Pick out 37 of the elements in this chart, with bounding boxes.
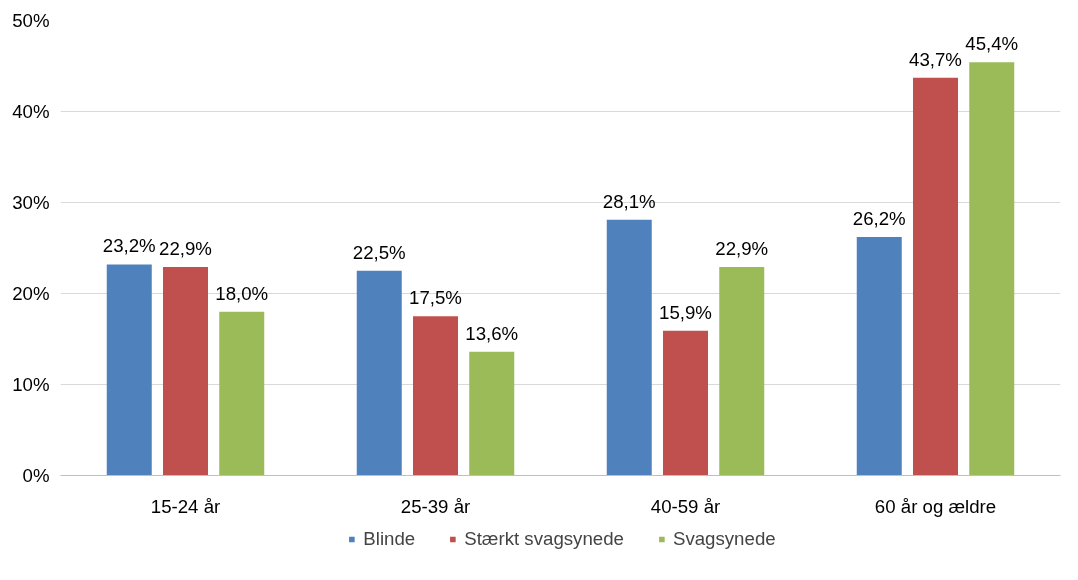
x-tick-label: 25-39 år bbox=[400, 495, 471, 517]
bar bbox=[969, 62, 1015, 476]
data-label: 18,0% bbox=[215, 282, 269, 304]
legend-label: Stærkt svagsynede bbox=[464, 528, 624, 550]
legend-label: Svagsynede bbox=[672, 528, 776, 550]
x-tick-label: 40-59 år bbox=[650, 495, 721, 517]
bar bbox=[106, 264, 152, 476]
y-tick-label: 30% bbox=[12, 192, 50, 213]
bar bbox=[663, 330, 708, 476]
bar bbox=[606, 219, 652, 476]
data-label: 28,1% bbox=[602, 190, 656, 212]
data-label: 23,2% bbox=[102, 235, 156, 257]
bar bbox=[356, 270, 402, 476]
bar bbox=[413, 316, 458, 476]
x-tick-label: 15-24 år bbox=[150, 495, 221, 517]
data-label: 22,5% bbox=[352, 241, 406, 263]
legend-label: Blinde bbox=[363, 528, 416, 550]
bar bbox=[719, 267, 765, 476]
data-label: 43,7% bbox=[909, 48, 962, 70]
data-label: 45,4% bbox=[965, 33, 1019, 55]
bar bbox=[913, 77, 958, 476]
x-tick-label: 60 år og ældre bbox=[874, 495, 997, 517]
y-tick-label: 0% bbox=[22, 465, 50, 486]
data-label: 26,2% bbox=[852, 208, 906, 230]
y-tick-label: 20% bbox=[12, 283, 50, 304]
data-label: 22,9% bbox=[159, 238, 212, 260]
y-tick-label: 50% bbox=[12, 10, 50, 31]
data-label: 22,9% bbox=[715, 238, 769, 260]
y-tick-label: 40% bbox=[12, 101, 50, 122]
bar bbox=[163, 267, 208, 476]
bar bbox=[219, 311, 265, 476]
bar bbox=[469, 351, 515, 476]
data-label: 15,9% bbox=[659, 301, 712, 323]
data-label: 17,5% bbox=[409, 287, 462, 309]
data-label: 13,6% bbox=[465, 322, 519, 344]
y-tick-label: 10% bbox=[12, 374, 50, 395]
bar bbox=[856, 237, 902, 476]
